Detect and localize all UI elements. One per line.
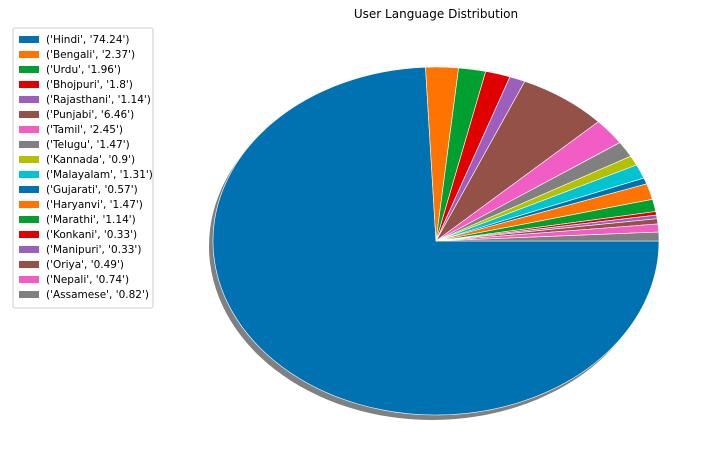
legend-swatch xyxy=(19,186,39,193)
legend-label: ('Telugu', '1.47') xyxy=(46,139,130,151)
legend-label: ('Bengali', '2.37') xyxy=(46,49,135,61)
legend-label: ('Kannada', '0.9') xyxy=(46,154,135,166)
legend-label: ('Rajasthani', '1.14') xyxy=(46,94,151,106)
legend-label: ('Marathi', '1.14') xyxy=(46,214,136,226)
pie-slice xyxy=(435,231,660,242)
legend-swatch xyxy=(19,111,39,118)
legend-swatch xyxy=(19,216,39,223)
legend-swatch xyxy=(19,81,39,88)
legend: ('Hindi', '74.24') ('Bengali', '2.37') ('U… xyxy=(12,27,154,309)
legend-swatch xyxy=(19,156,39,163)
legend-swatch xyxy=(19,66,39,73)
legend-label: ('Bhojpuri', '1.8') xyxy=(46,79,133,91)
legend-swatch xyxy=(19,141,39,148)
legend-swatch xyxy=(19,96,39,103)
legend-label: ('Konkani', '0.33') xyxy=(46,229,137,241)
legend-swatch xyxy=(19,51,39,58)
legend-label: ('Nepali', '0.74') xyxy=(46,274,129,286)
legend-label: ('Tamil', '2.45') xyxy=(46,124,123,136)
legend-swatch xyxy=(19,171,39,178)
chart-title: User Language Distribution xyxy=(354,7,518,21)
legend-label: ('Oriya', '0.49') xyxy=(46,259,124,271)
legend-swatch xyxy=(19,291,39,298)
legend-label: ('Assamese', '0.82') xyxy=(46,289,149,301)
legend-label: ('Hindi', '74.24') xyxy=(46,34,130,46)
legend-swatch xyxy=(19,126,39,133)
legend-label: ('Malayalam', '1.31') xyxy=(46,169,153,181)
legend-swatch xyxy=(19,36,39,43)
legend-swatch xyxy=(19,246,39,253)
legend-swatch xyxy=(19,231,39,238)
legend-frame xyxy=(12,27,154,309)
pie-slices xyxy=(212,66,660,416)
legend-label: ('Gujarati', '0.57') xyxy=(46,184,138,196)
legend-label: ('Urdu', '1.96') xyxy=(46,64,121,76)
legend-swatch xyxy=(19,276,39,283)
legend-swatch xyxy=(19,201,39,208)
legend-label: ('Manipuri', '0.33') xyxy=(46,244,141,256)
legend-swatch xyxy=(19,261,39,268)
legend-label: ('Haryanvi', '1.47') xyxy=(46,199,143,211)
legend-label: ('Punjabi', '6.46') xyxy=(46,109,134,121)
